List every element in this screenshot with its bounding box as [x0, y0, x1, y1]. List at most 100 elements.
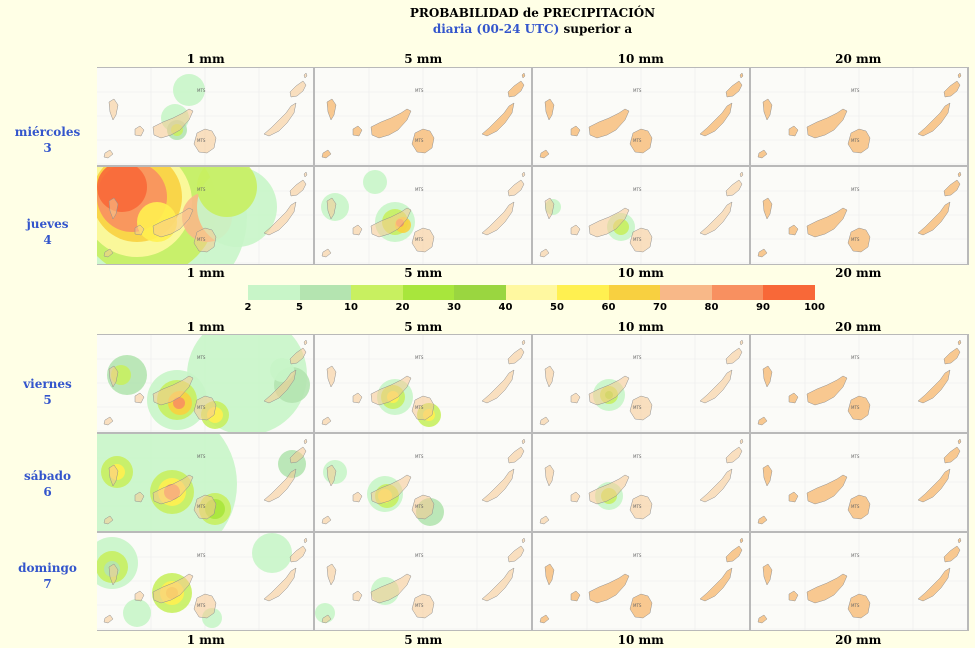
island-shape: [957, 72, 962, 79]
threshold-header-bottom: 1 mm 5 mm 10 mm 20 mm: [97, 633, 967, 647]
island-shape: [507, 80, 525, 98]
island-shape: [193, 227, 217, 253]
island-shape: [588, 375, 630, 406]
island-shape: [321, 248, 332, 258]
legend-swatch: [248, 285, 300, 300]
island-shape: [507, 446, 525, 464]
island-shape: [917, 468, 951, 503]
map-panel[interactable]: MTS MTS: [533, 335, 749, 432]
subtitle-period: diaria (00-24 UTC): [432, 22, 560, 36]
island-shape: [544, 563, 555, 586]
island-shape: [263, 201, 297, 236]
island-shape: [321, 614, 332, 624]
map-station-label: MTS: [197, 138, 206, 143]
map-panel[interactable]: MTS MTS: [751, 68, 967, 165]
map-panel[interactable]: MTS MTS: [533, 533, 749, 630]
threshold-label: 5 mm: [404, 52, 443, 66]
map-panel[interactable]: MTS MTS: [97, 335, 313, 432]
map-station-label: MTS: [197, 553, 206, 558]
map-panel[interactable]: MTS MTS: [533, 167, 749, 264]
map-panel[interactable]: MTS MTS: [533, 68, 749, 165]
map-station-label: MTS: [415, 138, 424, 143]
threshold-label: 5 mm: [404, 633, 443, 647]
island-shape: [521, 171, 526, 178]
map-station-label: MTS: [633, 405, 642, 410]
legend-label: 90: [756, 302, 770, 313]
map-canvas: MTS MTS: [533, 434, 749, 531]
map-panel[interactable]: MTS MTS: [97, 434, 313, 531]
map-panel[interactable]: MTS MTS: [315, 167, 531, 264]
day-label-thursday: jueves 4: [0, 216, 95, 248]
day-number: 4: [43, 233, 52, 247]
map-station-label: MTS: [633, 603, 642, 608]
island-shape: [507, 179, 525, 197]
map-panel[interactable]: MTS MTS: [533, 434, 749, 531]
map-panel[interactable]: MTS MTS: [751, 335, 967, 432]
map-canvas: MTS MTS: [533, 335, 749, 432]
island-shape: [806, 207, 848, 238]
island-shape: [521, 339, 526, 346]
map-panel[interactable]: MTS MTS: [315, 533, 531, 630]
map-panel[interactable]: MTS MTS: [751, 167, 967, 264]
island-shape: [762, 464, 773, 487]
map-canvas: MTS MTS: [97, 434, 313, 531]
island-shape: [326, 365, 337, 388]
map-canvas: MTS MTS: [315, 533, 531, 630]
island-shape: [544, 464, 555, 487]
map-panel[interactable]: MTS MTS: [751, 434, 967, 531]
map-panel[interactable]: MTS MTS: [97, 533, 313, 630]
island-shape: [943, 446, 961, 464]
map-station-label: MTS: [851, 187, 860, 192]
day-label-wednesday: miércoles 3: [0, 124, 95, 156]
island-shape: [570, 392, 581, 404]
island-shape: [757, 515, 768, 525]
island-shape: [103, 614, 114, 624]
map-station-label: MTS: [415, 88, 424, 93]
map-station-label: MTS: [197, 237, 206, 242]
island-shape: [352, 392, 363, 404]
island-shape: [762, 98, 773, 121]
map-station-label: MTS: [197, 454, 206, 459]
island-shape: [806, 573, 848, 604]
map-station-label: MTS: [851, 603, 860, 608]
map-station-label: MTS: [633, 138, 642, 143]
island-shape: [289, 179, 307, 197]
legend-swatch: [608, 285, 660, 300]
island-shape: [321, 149, 332, 159]
day-name: viernes: [23, 377, 72, 391]
island-shape: [629, 128, 653, 154]
threshold-header-mid2: 1 mm 5 mm 10 mm 20 mm: [97, 320, 967, 334]
island-shape: [303, 72, 308, 79]
legend-label: 50: [550, 302, 564, 313]
island-shape: [806, 474, 848, 505]
island-shape: [762, 563, 773, 586]
threshold-label: 20 mm: [835, 266, 882, 280]
island-shape: [370, 375, 412, 406]
day-number: 7: [43, 577, 52, 591]
island-shape: [788, 224, 799, 236]
map-panel[interactable]: MTS MTS: [315, 434, 531, 531]
map-panel[interactable]: MTS MTS: [751, 533, 967, 630]
map-panel[interactable]: MTS MTS: [97, 68, 313, 165]
map-panel[interactable]: MTS MTS: [97, 167, 313, 264]
map-panel[interactable]: MTS MTS: [315, 335, 531, 432]
map-station-label: MTS: [415, 237, 424, 242]
island-shape: [847, 395, 871, 421]
island-shape: [699, 468, 733, 503]
island-shape: [757, 149, 768, 159]
map-station-label: MTS: [415, 355, 424, 360]
island-shape: [629, 494, 653, 520]
threshold-header-mid1: 1 mm 5 mm 10 mm 20 mm: [97, 266, 967, 280]
day-name: miércoles: [14, 125, 81, 139]
island-shape: [539, 416, 550, 426]
map-station-label: MTS: [197, 355, 206, 360]
island-shape: [917, 567, 951, 602]
island-shape: [481, 201, 515, 236]
island-shape: [263, 468, 297, 503]
island-shape: [152, 207, 194, 238]
island-shape: [411, 593, 435, 619]
precip-area: [363, 170, 387, 194]
map-panel[interactable]: MTS MTS: [315, 68, 531, 165]
island-shape: [570, 590, 581, 602]
legend-label: 80: [704, 302, 719, 313]
